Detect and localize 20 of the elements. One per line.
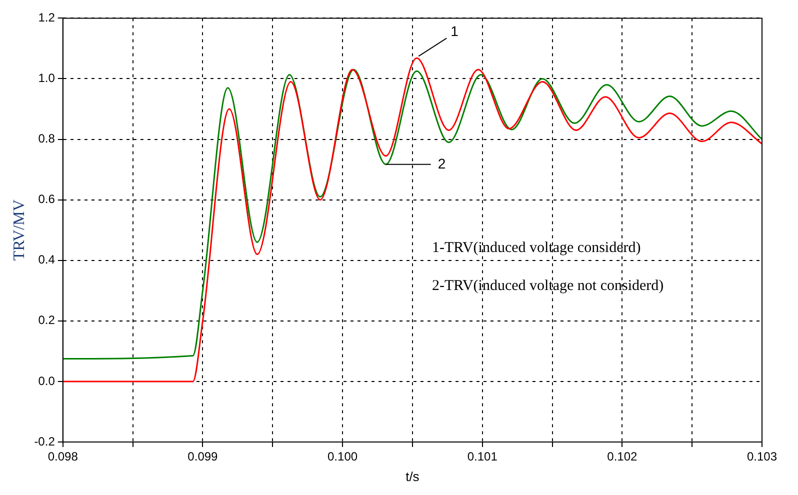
y-axis-title: TRV/MV: [10, 199, 28, 261]
y-tick-label: 0.2: [38, 313, 56, 328]
x-axis-title: t/s: [406, 468, 420, 484]
x-tick-label: 0.101: [467, 450, 498, 464]
x-tick-label: 0.100: [328, 450, 358, 464]
y-tick-label: 0.0: [38, 374, 56, 388]
x-tick-label: 0.099: [188, 450, 218, 464]
y-tick-label: 1.0: [38, 71, 56, 86]
y-tick-label: 0.6: [38, 192, 56, 206]
annotation: 2-TRV(induced voltage not considerd): [432, 278, 664, 294]
annotation: 1-TRV(induced voltage considerd): [432, 240, 641, 256]
annotation: 1: [450, 23, 459, 40]
y-tick-label: -0.2: [34, 434, 56, 448]
y-tick-label: 0.4: [38, 252, 56, 267]
x-tick-label: 0.098: [48, 450, 78, 464]
x-tick-label: 0.102: [607, 450, 638, 464]
x-tick-label: 0.103: [746, 450, 778, 464]
y-tick-label: 0.8: [38, 132, 56, 146]
y-tick-label: 1.2: [38, 10, 56, 25]
annotation: 2: [438, 155, 446, 172]
